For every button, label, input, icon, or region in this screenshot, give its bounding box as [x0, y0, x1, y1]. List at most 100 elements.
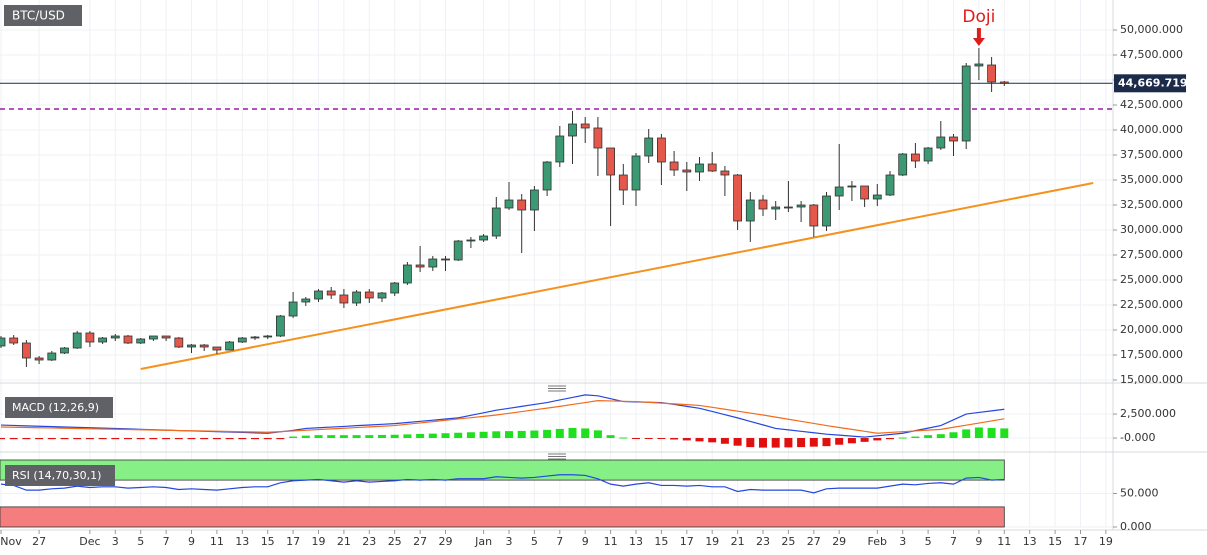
rsi-line — [0, 474, 1005, 494]
x-tick-label: 21 — [731, 535, 745, 548]
histogram-bar — [263, 438, 272, 440]
x-tick-label: 9 — [975, 535, 982, 548]
x-tick-label: 3 — [506, 535, 513, 548]
y-tick-label: 2,500.000 — [1120, 407, 1176, 420]
candle-body — [415, 264, 425, 268]
candle-body — [352, 291, 362, 304]
candle-body — [34, 357, 44, 361]
x-tick-label: 7 — [163, 535, 170, 548]
candle-body — [148, 335, 158, 340]
histogram-bar — [949, 432, 958, 439]
price-label: 44,669.719 — [1118, 76, 1188, 89]
candle-body — [911, 153, 920, 162]
y-tick-label: 22,500.000 — [1120, 298, 1183, 311]
candle-body — [275, 315, 285, 337]
candle-body — [745, 199, 755, 222]
histogram-bar — [543, 429, 552, 439]
histogram-bar — [517, 430, 526, 439]
x-tick-label: 9 — [582, 535, 589, 548]
candle-body — [123, 335, 133, 344]
histogram-bar — [378, 434, 386, 439]
candle-body — [885, 174, 895, 196]
histogram-bar — [695, 438, 704, 442]
candle-body — [872, 194, 882, 200]
x-tick-label: 7 — [950, 535, 957, 548]
histogram-bar — [911, 436, 920, 439]
x-tick-label: 17 — [680, 535, 694, 548]
candle-body — [784, 206, 793, 209]
histogram-bar — [416, 433, 425, 439]
candle-body — [606, 147, 615, 176]
candle-body — [796, 204, 806, 208]
x-tick-label: 27 — [413, 535, 427, 548]
candle-body — [669, 161, 679, 171]
candle-body — [961, 65, 971, 142]
histogram-bar — [886, 438, 894, 440]
resize-handle[interactable] — [548, 453, 566, 460]
histogram-bar — [187, 438, 196, 440]
candle-body — [517, 199, 527, 211]
x-tick-label: 23 — [756, 535, 770, 548]
annotation-text: Doji — [962, 7, 995, 27]
histogram-bar — [619, 437, 628, 439]
histogram-bar — [733, 438, 742, 446]
histogram-bar — [390, 434, 399, 439]
candle-body — [441, 258, 450, 261]
y-tick-label: 27,500.000 — [1120, 248, 1183, 261]
candle-body — [555, 135, 565, 163]
x-tick-label: 3 — [112, 535, 119, 548]
histogram-bar — [632, 438, 640, 440]
histogram-bar — [657, 438, 666, 440]
y-tick-label: 50,000.000 — [1120, 23, 1183, 36]
histogram-bar — [682, 438, 691, 441]
candle-body — [72, 332, 82, 349]
x-tick-label: 9 — [188, 535, 195, 548]
histogram-bar — [276, 438, 285, 440]
histogram-bar — [327, 435, 336, 439]
rsi-title: RSI (14,70,30,1) — [12, 469, 101, 482]
chart-title: BTC/USD — [12, 9, 65, 23]
macd-title-box — [5, 397, 113, 418]
y-tick-label: 37,500.000 — [1120, 148, 1183, 161]
x-tick-label: Dec — [79, 535, 100, 548]
candle-body — [542, 161, 552, 191]
x-tick-label: 11 — [997, 535, 1011, 548]
x-tick-label: 17 — [286, 535, 300, 548]
resize-handle[interactable] — [548, 385, 566, 392]
candle-body — [263, 335, 273, 338]
candle-body — [466, 239, 476, 242]
candle-body — [339, 294, 349, 304]
histogram-bar — [0, 438, 5, 440]
histogram-bar — [339, 435, 348, 439]
y-tick-label: 15,000.000 — [1120, 373, 1183, 386]
histogram-bar — [860, 438, 869, 442]
candle-body — [377, 292, 387, 299]
candle-body — [898, 153, 908, 176]
candle-body — [364, 291, 374, 299]
histogram-bar — [492, 431, 501, 439]
candle-body — [949, 136, 958, 142]
price-label-box — [1114, 74, 1186, 93]
histogram-bar — [98, 438, 107, 440]
y-tick-label: 47,500.000 — [1120, 48, 1183, 61]
histogram-bar — [301, 435, 310, 439]
histogram-bar — [873, 438, 882, 441]
histogram-bar — [174, 438, 183, 440]
histogram-bar — [568, 427, 577, 439]
title-box — [4, 5, 82, 26]
histogram-bar — [136, 438, 145, 440]
x-tick-label: 17 — [1074, 535, 1088, 548]
x-tick-label: 13 — [1023, 535, 1037, 548]
x-tick-label: 25 — [781, 535, 795, 548]
x-tick-label: 15 — [654, 535, 668, 548]
histogram-bar — [314, 435, 323, 439]
histogram-bar — [581, 428, 590, 439]
histogram-bar — [797, 438, 806, 448]
x-tick-label: 3 — [899, 535, 906, 548]
candle-body — [631, 155, 641, 191]
candle-body — [199, 344, 209, 348]
candle-body — [301, 298, 311, 303]
y-tick-label: 17,500.000 — [1120, 348, 1183, 361]
histogram-bar — [212, 438, 221, 440]
